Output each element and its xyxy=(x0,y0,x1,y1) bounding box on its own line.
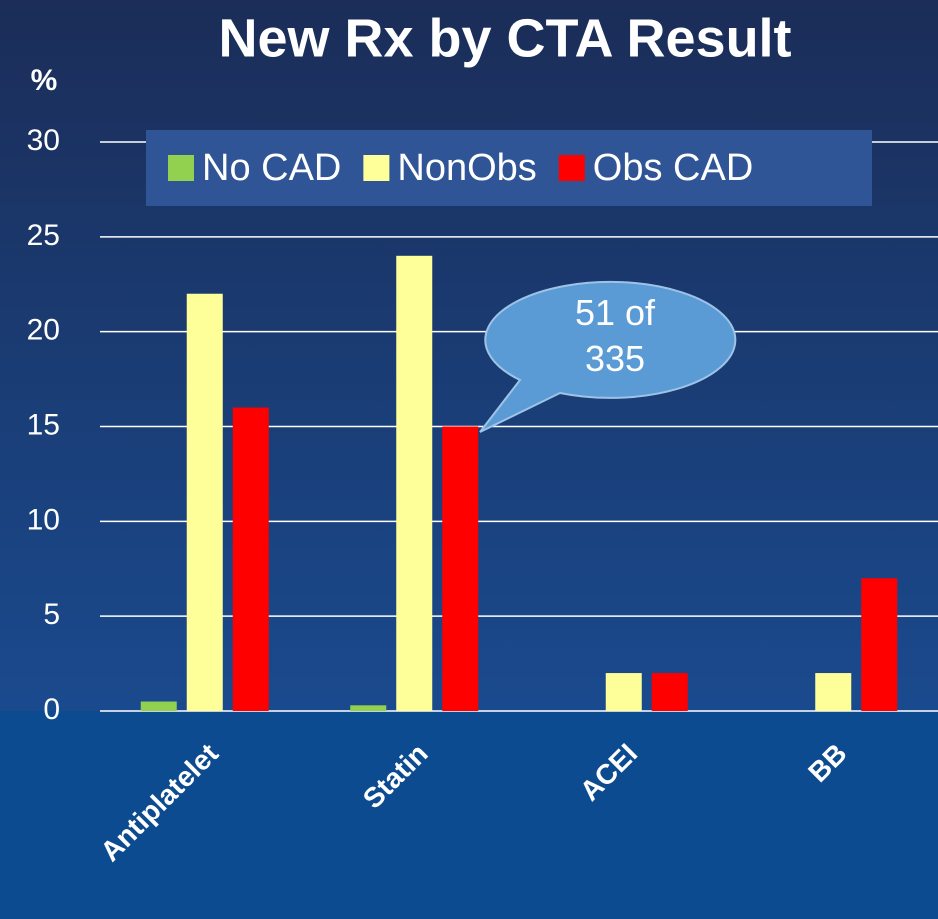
legend-label: NonObs xyxy=(397,147,536,189)
chart-title: New Rx by CTA Result xyxy=(218,8,791,68)
legend-box xyxy=(146,130,872,206)
y-tick-label: 20 xyxy=(27,314,60,347)
bar xyxy=(815,673,852,711)
y-tick-label: 10 xyxy=(27,503,60,536)
bar xyxy=(861,578,898,711)
bar xyxy=(442,426,479,711)
y-tick-label: 25 xyxy=(27,219,60,252)
legend-label: No CAD xyxy=(202,147,341,189)
callout-shape xyxy=(479,280,737,433)
callout: 51 of 335 xyxy=(574,292,656,379)
lower-background xyxy=(0,711,938,919)
bar xyxy=(140,701,177,711)
callout-text: 51 of 335 xyxy=(574,292,656,379)
bar xyxy=(651,673,688,711)
legend-swatch xyxy=(168,155,194,181)
y-tick-label: 15 xyxy=(27,408,60,441)
legend: No CAD NonObs Obs CAD xyxy=(168,147,753,189)
legend-swatch xyxy=(558,155,585,181)
bar xyxy=(232,407,269,711)
bar xyxy=(605,673,642,711)
y-axis-label: % xyxy=(31,64,58,97)
y-tick-label: 0 xyxy=(43,693,60,726)
bar xyxy=(186,293,223,711)
legend-label: Obs CAD xyxy=(593,147,753,189)
legend-swatch xyxy=(363,155,390,181)
y-tick-label: 30 xyxy=(27,124,60,157)
bar xyxy=(350,705,387,711)
bar xyxy=(396,255,433,712)
y-tick-label: 5 xyxy=(43,598,60,631)
